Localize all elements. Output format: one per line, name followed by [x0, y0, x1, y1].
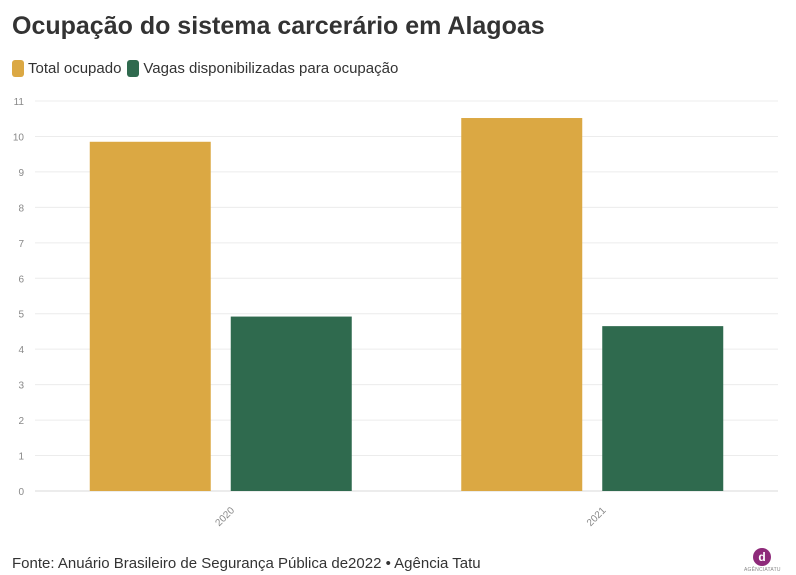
bar-2020-vagas: [230, 316, 352, 491]
legend-label-total-ocupado: Total ocupado: [28, 60, 122, 77]
logo-text: AGÊNCIATATU: [744, 567, 781, 573]
y-tick-label: 6: [18, 274, 24, 285]
y-tick-label: 1: [18, 452, 24, 463]
y-tick-label: 4: [18, 345, 24, 356]
bar-2021-vagas: [602, 326, 724, 491]
y-tick-label: 0: [18, 487, 24, 498]
legend-swatch-total-ocupado: [12, 60, 24, 77]
agencia-tatu-logo: d AGÊNCIATATU: [744, 548, 780, 574]
y-tick-label: 9: [18, 168, 24, 179]
legend-label-vagas: Vagas disponibilizadas para ocupação: [143, 60, 399, 77]
bar-2020-total-ocupado: [89, 141, 211, 492]
y-tick-label: 10: [13, 132, 25, 143]
source-footer: Fonte: Anuário Brasileiro de Segurança P…: [12, 555, 481, 572]
legend: Total ocupado Vagas disponibilizadas par…: [12, 60, 404, 77]
y-tick-label: 7: [18, 239, 24, 250]
legend-item-total-ocupado[interactable]: Total ocupado: [12, 60, 121, 77]
y-tick-label: 2: [18, 416, 24, 427]
legend-swatch-vagas: [127, 60, 140, 77]
y-tick-label: 8: [18, 203, 24, 214]
y-tick-label: 5: [18, 310, 24, 321]
legend-item-vagas[interactable]: Vagas disponibilizadas para ocupação: [127, 60, 398, 77]
x-tick-label: 2020: [214, 505, 238, 529]
chart-title: Ocupação do sistema carcerário em Alagoa…: [12, 12, 545, 40]
y-tick-label: 11: [14, 97, 25, 108]
y-tick-label: 3: [18, 381, 24, 392]
bar-2021-total-ocupado: [461, 118, 583, 491]
logo-icon: d: [753, 548, 771, 566]
x-tick-label: 2021: [585, 505, 609, 529]
